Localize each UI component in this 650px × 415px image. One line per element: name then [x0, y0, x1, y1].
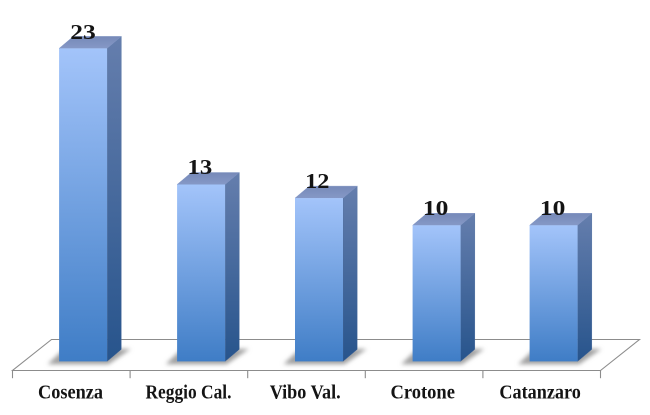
svg-text:13: 13: [188, 155, 213, 179]
svg-text:12: 12: [305, 169, 329, 193]
svg-text:23: 23: [70, 20, 96, 44]
svg-text:Cosenza: Cosenza: [38, 382, 103, 404]
svg-text:Reggio Cal.: Reggio Cal.: [146, 382, 232, 404]
svg-text:Catanzaro: Catanzaro: [499, 382, 581, 404]
svg-text:Crotone: Crotone: [390, 382, 455, 404]
svg-text:10: 10: [423, 196, 449, 220]
svg-text:Vibo Val.: Vibo Val.: [270, 382, 341, 404]
svg-text:10: 10: [540, 196, 566, 220]
